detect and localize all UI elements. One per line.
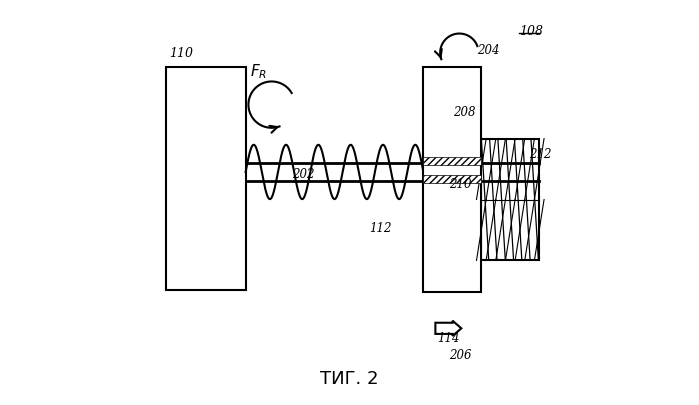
Bar xyxy=(166,67,245,290)
Text: 202: 202 xyxy=(291,168,314,181)
Text: 212: 212 xyxy=(529,148,552,161)
Text: 208: 208 xyxy=(454,106,476,119)
FancyArrow shape xyxy=(435,321,461,336)
Text: ΤИГ. 2: ΤИГ. 2 xyxy=(320,370,379,388)
Bar xyxy=(482,139,539,260)
Text: 110: 110 xyxy=(169,47,193,60)
Text: 204: 204 xyxy=(477,44,500,57)
Bar xyxy=(424,67,482,292)
Text: 206: 206 xyxy=(449,349,472,362)
Text: 108: 108 xyxy=(519,25,543,38)
Text: $F_R$: $F_R$ xyxy=(250,62,267,81)
Bar xyxy=(424,175,482,183)
Text: 112: 112 xyxy=(368,222,391,235)
Text: 114: 114 xyxy=(438,332,460,345)
Bar xyxy=(424,157,482,165)
Text: 210: 210 xyxy=(449,178,471,191)
